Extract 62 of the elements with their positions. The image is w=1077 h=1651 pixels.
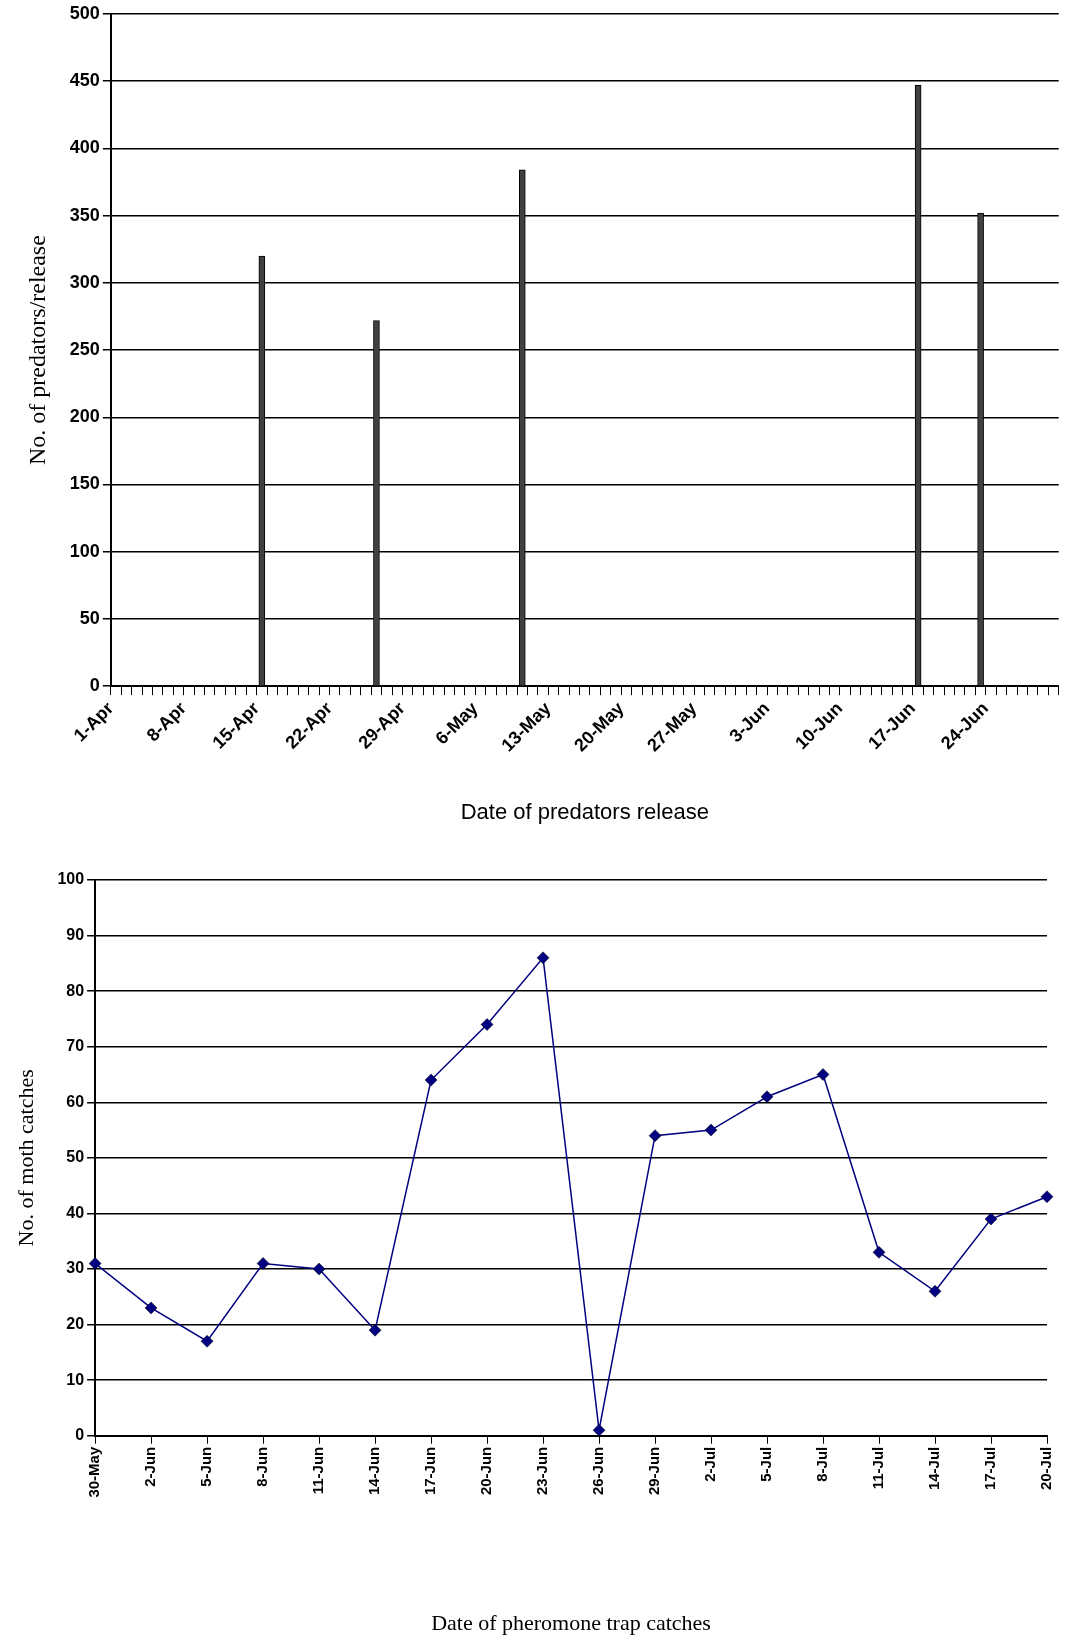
point xyxy=(480,1018,494,1031)
x-tick-label: 5-Jul xyxy=(757,1446,775,1482)
point xyxy=(312,1262,326,1276)
y-tick-label: 400 xyxy=(69,137,100,158)
point xyxy=(704,1123,718,1137)
x-tick-label: 14-Jul xyxy=(925,1446,943,1491)
y-tick-label: 300 xyxy=(69,271,100,292)
x-axis-title: Date of pheromone trap catches xyxy=(431,1609,711,1635)
x-tick-label: 14-Jun xyxy=(365,1446,383,1496)
point xyxy=(368,1323,382,1337)
point xyxy=(984,1212,998,1226)
x-tick-label: 8-Jun xyxy=(253,1446,271,1487)
y-axis-title: No. of predators/release xyxy=(23,235,50,466)
y-tick-label: 350 xyxy=(69,204,100,225)
y-tick-label: 90 xyxy=(66,925,85,943)
x-tick-label: 5-Jun xyxy=(197,1446,215,1487)
point xyxy=(536,951,550,965)
x-tick-label: 26-Jun xyxy=(589,1446,607,1496)
x-tick-label: 20-Jul xyxy=(1037,1446,1055,1491)
point xyxy=(592,1423,606,1436)
point xyxy=(256,1257,270,1270)
y-tick-label: 100 xyxy=(57,870,85,888)
y-tick-label: 250 xyxy=(69,339,100,360)
y-tick-label: 0 xyxy=(75,1426,85,1444)
point xyxy=(648,1129,662,1142)
point xyxy=(424,1073,438,1087)
x-tick-label: 20-Jun xyxy=(477,1446,495,1496)
y-tick-label: 30 xyxy=(66,1259,85,1277)
x-tick-label: 2-Jun xyxy=(141,1446,159,1487)
y-tick-label: 10 xyxy=(66,1370,85,1388)
point xyxy=(872,1246,886,1259)
x-tick-label: 30-May xyxy=(85,1446,103,1498)
x-axis-title: Date of predators release xyxy=(460,798,709,824)
point xyxy=(760,1090,774,1103)
x-tick-label: 2-Jul xyxy=(701,1446,719,1482)
x-tick-label: 17-Jul xyxy=(981,1446,999,1491)
point xyxy=(144,1301,158,1315)
y-tick-label: 20 xyxy=(66,1315,85,1332)
y-tick-label: 50 xyxy=(79,607,100,628)
x-tick-label: 8-Jul xyxy=(813,1446,831,1482)
y-tick-label: 100 xyxy=(69,540,100,561)
y-tick-label: 60 xyxy=(66,1092,85,1110)
y-tick-label: 50 xyxy=(66,1148,85,1166)
y-tick-label: 150 xyxy=(69,473,100,494)
y-tick-label: 0 xyxy=(89,675,100,696)
x-tick-label: 29-Jun xyxy=(645,1446,663,1496)
x-tick-label: 11-Jul xyxy=(869,1446,887,1490)
y-tick-label: 80 xyxy=(66,981,85,999)
point xyxy=(200,1335,214,1348)
y-axis-title: No. of moth catches xyxy=(12,1069,38,1247)
y-tick-label: 70 xyxy=(66,1037,85,1055)
x-tick-label: 11-Jun xyxy=(309,1446,327,1495)
point xyxy=(1040,1190,1054,1204)
y-tick-label: 500 xyxy=(69,2,100,23)
point xyxy=(928,1285,942,1298)
y-tick-label: 450 xyxy=(69,70,100,91)
y-tick-label: 40 xyxy=(66,1203,85,1221)
x-tick-label: 17-Jun xyxy=(421,1446,439,1496)
y-tick-label: 200 xyxy=(69,406,100,427)
point xyxy=(816,1068,830,1081)
point xyxy=(88,1257,102,1270)
x-tick-label: 23-Jun xyxy=(533,1446,551,1496)
